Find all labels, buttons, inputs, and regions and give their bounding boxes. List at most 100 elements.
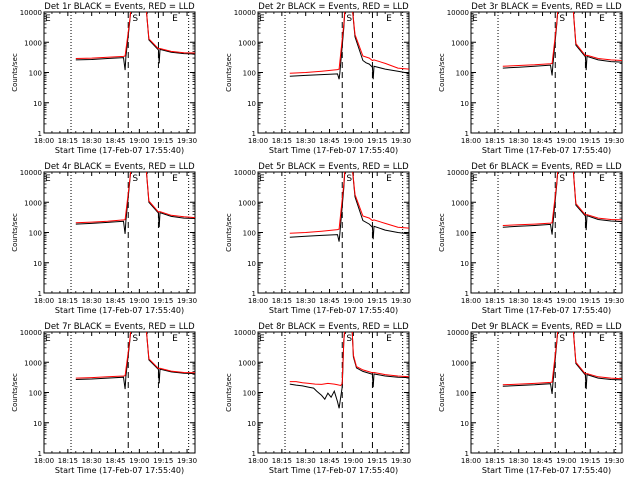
y-tick-label: 10 <box>247 420 256 428</box>
y-tick-label: 10000 <box>234 329 256 337</box>
chart-panel-1: Det 1r BLACK = Events, RED = LLD 1 10 100 10… <box>11 2 197 155</box>
x-tick-label: 18:45 <box>319 137 339 145</box>
chart-panel-6: Det 6r BLACK = Events, RED = LLD 1 10 100 10… <box>438 162 624 315</box>
event-marker-label: S <box>346 174 352 184</box>
x-tick-label: 18:15 <box>272 297 292 305</box>
x-tick-label: 18:30 <box>296 457 316 465</box>
y-tick-label: 10000 <box>447 9 469 17</box>
x-tick-label: 19:30 <box>391 297 411 305</box>
event-marker-label: E <box>172 14 178 24</box>
y-tick-label: 100 <box>243 70 256 78</box>
x-tick-label: 18:45 <box>319 457 339 465</box>
y-tick-label: 10000 <box>234 9 256 17</box>
y-tick-label: 100 <box>29 70 42 78</box>
chart-panel-2: Det 2r BLACK = Events, RED = LLD 1 10 100 10… <box>225 2 411 155</box>
x-tick-label: 18:30 <box>82 137 102 145</box>
event-marker-label: E <box>599 334 605 344</box>
x-tick-label: 18:30 <box>509 457 529 465</box>
series-line-black <box>75 172 195 234</box>
event-marker-label: E <box>599 14 605 24</box>
y-axis-label: Counts/sec <box>11 213 19 252</box>
x-tick-label: 19:15 <box>367 137 387 145</box>
y-tick-label: 1000 <box>451 39 469 47</box>
y-tick-label: 100 <box>29 230 42 238</box>
x-tick-label: 19:30 <box>391 137 411 145</box>
y-tick-label: 1 <box>252 290 256 298</box>
y-tick-label: 100 <box>456 390 469 398</box>
x-tick-label: 19:00 <box>556 297 576 305</box>
x-tick-label: 18:30 <box>296 137 316 145</box>
event-marker-label: E <box>259 174 265 184</box>
x-tick-label: 18:00 <box>34 137 54 145</box>
y-tick-label: 1 <box>252 450 256 458</box>
event-marker-label: E <box>45 334 51 344</box>
y-tick-label: 1000 <box>451 359 469 367</box>
event-marker-label: E <box>45 174 51 184</box>
y-axis-label: Counts/sec <box>11 373 19 412</box>
event-marker-label: S <box>132 334 138 344</box>
x-tick-label: 18:15 <box>485 297 505 305</box>
chart-title: Det 5r BLACK = Events, RED = LLD <box>258 162 409 172</box>
y-tick-label: 1 <box>38 290 42 298</box>
x-tick-label: 19:15 <box>367 297 387 305</box>
event-marker-label: E <box>386 14 392 24</box>
x-axis-label: Start Time (17-Feb-07 17:55:40) <box>269 466 398 475</box>
x-tick-label: 18:00 <box>461 457 481 465</box>
chart-title: Det 9r BLACK = Events, RED = LLD <box>471 322 622 332</box>
series-line-red <box>75 12 195 59</box>
x-tick-label: 19:30 <box>604 297 624 305</box>
plot-frame <box>257 171 410 294</box>
x-tick-label: 19:00 <box>343 297 363 305</box>
x-tick-label: 19:15 <box>153 457 173 465</box>
y-axis-label: Counts/sec <box>225 213 233 252</box>
plot-frame <box>470 331 623 454</box>
y-tick-label: 10 <box>247 260 256 268</box>
event-marker-label: E <box>472 14 478 24</box>
event-marker-label: E <box>259 14 265 24</box>
x-tick-label: 18:15 <box>272 137 292 145</box>
x-axis-label: Start Time (17-Feb-07 17:55:40) <box>482 466 611 475</box>
event-marker-label: E <box>472 174 478 184</box>
event-marker-label: S <box>132 174 138 184</box>
series-line-black <box>289 332 409 409</box>
y-tick-label: 10 <box>460 420 469 428</box>
x-tick-label: 19:00 <box>129 297 149 305</box>
y-axis-label: Counts/sec <box>438 213 446 252</box>
x-tick-label: 18:00 <box>248 457 268 465</box>
y-tick-label: 10 <box>33 260 42 268</box>
series-line-black <box>75 12 195 71</box>
x-tick-label: 18:15 <box>58 297 78 305</box>
plot-frame <box>470 11 623 134</box>
y-tick-label: 100 <box>456 70 469 78</box>
x-tick-label: 19:00 <box>556 457 576 465</box>
chart-title: Det 4r BLACK = Events, RED = LLD <box>44 162 195 172</box>
series-line-red <box>502 172 622 226</box>
event-marker-label: S <box>559 14 565 24</box>
chart-panel-4: Det 4r BLACK = Events, RED = LLD 1 10 100 10… <box>11 162 197 315</box>
x-tick-label: 19:30 <box>391 457 411 465</box>
y-tick-label: 10000 <box>447 329 469 337</box>
series-line-black <box>502 172 622 235</box>
y-tick-label: 10 <box>460 100 469 108</box>
x-tick-label: 18:00 <box>34 297 54 305</box>
series-line-red <box>75 172 195 224</box>
x-tick-label: 18:30 <box>82 297 102 305</box>
plot-frame <box>43 331 196 454</box>
x-tick-label: 19:30 <box>604 457 624 465</box>
x-tick-label: 19:30 <box>604 137 624 145</box>
x-axis-label: Start Time (17-Feb-07 17:55:40) <box>482 146 611 155</box>
x-tick-label: 18:45 <box>105 137 125 145</box>
plot-frame <box>257 11 410 134</box>
chart-panel-8: Det 8r BLACK = Events, RED = LLD 1 10 100 10… <box>225 322 411 475</box>
y-tick-label: 1000 <box>238 199 256 207</box>
x-axis-label: Start Time (17-Feb-07 17:55:40) <box>55 306 184 315</box>
x-tick-label: 19:15 <box>367 457 387 465</box>
y-axis-label: Counts/sec <box>438 53 446 92</box>
x-tick-label: 18:15 <box>485 457 505 465</box>
x-tick-label: 19:00 <box>343 137 363 145</box>
y-tick-label: 100 <box>456 230 469 238</box>
x-tick-label: 18:00 <box>34 457 54 465</box>
plot-frame <box>43 171 196 294</box>
x-axis-label: Start Time (17-Feb-07 17:55:40) <box>55 146 184 155</box>
